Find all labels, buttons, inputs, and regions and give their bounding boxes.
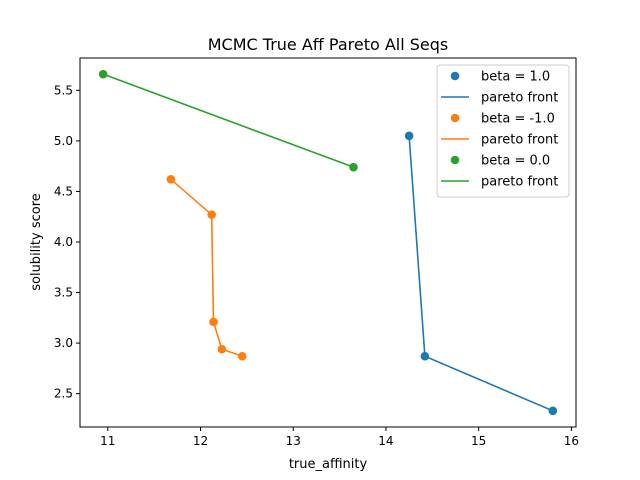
x-tick-label: 14 xyxy=(378,434,393,448)
y-axis-ticks: 2.5 3.0 3.5 4.0 4.5 5.0 5.5 xyxy=(54,83,80,401)
data-point xyxy=(98,69,108,79)
y-tick-label: 4.5 xyxy=(54,184,73,198)
y-tick-label: 4.0 xyxy=(54,235,73,249)
legend-marker xyxy=(450,155,460,165)
chart-title: MCMC True Aff Pareto All Seqs xyxy=(208,35,449,54)
data-point xyxy=(237,351,247,361)
data-point xyxy=(548,406,558,416)
legend-marker xyxy=(450,71,460,81)
legend-label: pareto front xyxy=(481,175,558,190)
x-tick-label: 13 xyxy=(286,434,301,448)
x-tick-label: 12 xyxy=(193,434,208,448)
y-tick-label: 5.0 xyxy=(54,134,73,148)
y-axis-label: solubility score xyxy=(29,193,44,291)
y-tick-label: 2.5 xyxy=(54,387,73,401)
x-axis-ticks: 11 12 13 14 15 16 xyxy=(100,427,579,448)
axes-frame xyxy=(79,57,577,428)
legend-label: pareto front xyxy=(481,91,558,106)
x-axis-label: true_affinity xyxy=(289,457,368,472)
y-tick-label: 5.5 xyxy=(54,83,73,97)
legend-marker xyxy=(450,113,460,123)
data-point xyxy=(207,210,216,219)
pareto-front-line xyxy=(102,73,354,168)
legend-label: beta = 1.0 xyxy=(481,70,550,85)
data-point xyxy=(420,351,430,361)
data-point xyxy=(404,131,414,141)
x-tick-label: 15 xyxy=(471,434,486,448)
x-tick-label: 16 xyxy=(564,434,579,448)
legend-label: pareto front xyxy=(481,133,558,148)
legend-label: beta = 0.0 xyxy=(481,154,550,169)
data-point xyxy=(349,162,358,172)
legend-box xyxy=(436,64,570,198)
y-tick-label: 3.0 xyxy=(54,336,73,350)
legend: beta = 1.0 pareto front beta = -1.0 pareto … xyxy=(436,64,570,198)
data-point xyxy=(217,344,227,354)
x-tick-label: 11 xyxy=(100,434,115,448)
data-point xyxy=(166,175,176,184)
data-point xyxy=(209,317,218,327)
series-layer xyxy=(98,69,558,416)
y-tick-label: 3.5 xyxy=(54,286,73,300)
legend-label: beta = -1.0 xyxy=(481,112,555,127)
